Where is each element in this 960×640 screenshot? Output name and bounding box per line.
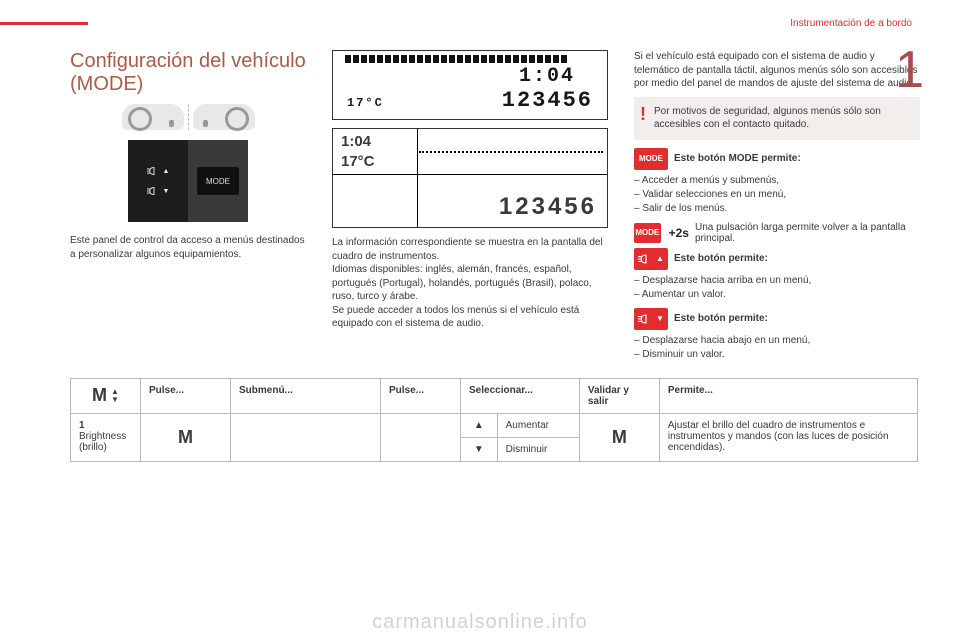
th-submenu: Submenú... <box>231 378 381 413</box>
list-item: Salir de los menús. <box>634 202 920 216</box>
lcd1-odo: 123456 <box>502 88 593 113</box>
list-item: Validar selecciones en un menú, <box>634 188 920 202</box>
page-title: Configuración del vehículo (MODE) <box>70 50 306 96</box>
warning-icon: ! <box>640 105 646 132</box>
down-list: Desplazarse hacia abajo en un menú, Dism… <box>634 334 920 362</box>
mode-chip-icon: MODE <box>634 223 661 243</box>
row-label: 1 Brightness (brillo) <box>71 413 141 461</box>
divider <box>188 104 189 130</box>
list-item: Desplazarse hacia arriba en un menú, <box>634 274 920 288</box>
lcd1-time: 1:04 <box>339 65 601 88</box>
steering-right-icon <box>193 104 255 130</box>
plus-2s-label: +2s <box>669 226 689 240</box>
list-item: Desplazarse hacia abajo en un menú, <box>634 334 920 348</box>
page-marker: 1 <box>895 40 924 100</box>
warning-box: ! Por motivos de seguridad, algunos menú… <box>634 97 920 140</box>
arrow-down-cell: ▼ <box>461 437 498 461</box>
th-select: Seleccionar... <box>461 378 580 413</box>
mode-button-icon: MODE <box>197 167 239 195</box>
up-list: Desplazarse hacia arriba en un menú, Aum… <box>634 274 920 302</box>
settings-table: M ▲▼ Pulse... Submenú... Pulse... Selecc… <box>70 378 918 462</box>
lamp-down-chip-icon: ▼ <box>634 308 668 330</box>
steering-variant-row <box>70 104 306 130</box>
empty-cell <box>381 413 461 461</box>
up-title: Este botón permite: <box>674 253 768 264</box>
aumentar-cell: Aumentar <box>497 413 579 437</box>
th-validate: Validar y salir <box>579 378 659 413</box>
lcd1-temp: 17°C <box>347 96 384 110</box>
th-pulse2: Pulse... <box>381 378 461 413</box>
permite-cell: Ajustar el brillo del cuadro de instrume… <box>659 413 917 461</box>
mid-caption: La información correspondiente se muestr… <box>332 236 608 331</box>
accent-bar <box>0 22 88 25</box>
mode-chip-icon: MODE <box>634 148 668 170</box>
th-permite: Permite... <box>659 378 917 413</box>
control-panel-image: ▲ ▼ MODE <box>128 140 248 222</box>
m-cell: M <box>141 413 231 461</box>
mode-list: Acceder a menús y submenús, Validar sele… <box>634 174 920 216</box>
lcd2-temp: 17°C <box>341 153 375 170</box>
headlamp-down-icon: ▼ <box>147 186 170 196</box>
steering-left-icon <box>122 104 184 130</box>
headlamp-up-icon: ▲ <box>147 166 170 176</box>
watermark: carmanualsonline.info <box>0 611 960 634</box>
arrow-up-cell: ▲ <box>461 413 498 437</box>
warning-text: Por motivos de seguridad, algunos menús … <box>654 105 912 132</box>
lamp-up-chip-icon: ▲ <box>634 248 668 270</box>
mode-title: Este botón MODE permite: <box>674 153 801 164</box>
list-item: Acceder a menús y submenús, <box>634 174 920 188</box>
m-cell: M <box>579 413 659 461</box>
empty-cell <box>231 413 381 461</box>
disminuir-cell: Disminuir <box>497 437 579 461</box>
long-press-text: Una pulsación larga permite volver a la … <box>695 222 920 244</box>
m-arrows-icon: M ▲▼ <box>92 385 119 406</box>
list-item: Disminuir un valor. <box>634 348 920 362</box>
list-item: Aumentar un valor. <box>634 288 920 302</box>
left-caption: Este panel de control da acceso a menús … <box>70 234 306 261</box>
th-pulse: Pulse... <box>141 378 231 413</box>
lcd-display-1: 1:04 17°C 123456 <box>332 50 608 120</box>
lcd-display-2: 1:04 17°C 123456 <box>332 128 608 228</box>
lcd2-odo: 123456 <box>499 193 597 221</box>
lcd2-time: 1:04 <box>341 133 371 150</box>
right-intro: Si el vehículo está equipado con el sist… <box>634 50 920 91</box>
section-label: Instrumentación de a bordo <box>790 18 912 29</box>
down-title: Este botón permite: <box>674 313 768 324</box>
